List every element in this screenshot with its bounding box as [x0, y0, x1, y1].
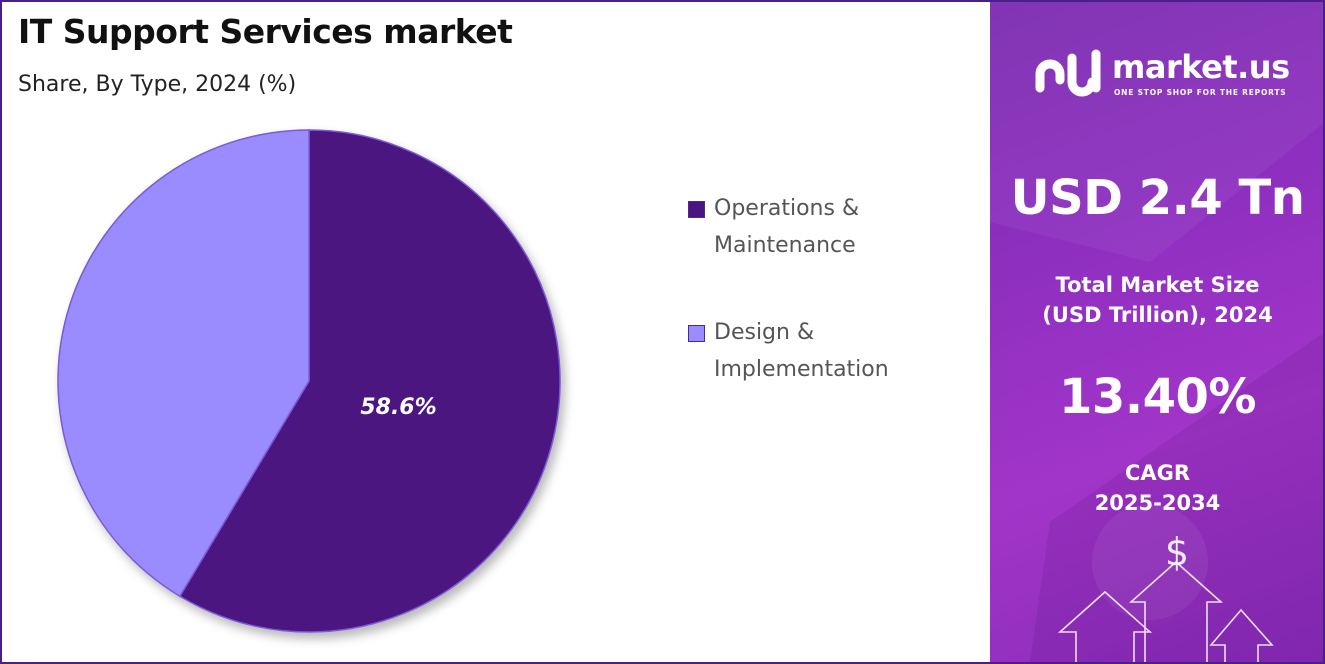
chart-area: IT Support Services market Share, By Typ… [2, 2, 990, 662]
cagr-label-line: CAGR [1124, 461, 1191, 485]
summary-panel: $ market.us ONE STOP SHOP FOR THE REPORT… [990, 2, 1323, 662]
logo-tagline: ONE STOP SHOP FOR THE REPORTS [1114, 88, 1287, 97]
legend-label: Design & Implementation [714, 320, 889, 382]
market-us-logo-icon [1035, 49, 1101, 97]
chart-subtitle: Share, By Type, 2024 (%) [18, 72, 297, 97]
legend-item: Design & Implementation [688, 314, 978, 388]
legend-item: Operations & Maintenance [688, 190, 978, 264]
market-size-label-line: Total Market Size [1055, 273, 1260, 297]
market-size-label: Total Market Size (USD Trillion), 2024 [990, 270, 1323, 330]
cagr-value: 13.40% [1059, 369, 1256, 425]
pie-data-label: 58.6% [360, 395, 436, 420]
pie-slice-operations-maintenance [178, 129, 561, 633]
pie-slice-design-implementation [57, 129, 310, 598]
market-size-value: USD 2.4 Tn [1010, 170, 1305, 226]
market-size-label-line: (USD Trillion), 2024 [1042, 303, 1273, 327]
arrow-up-icon [1057, 560, 1274, 662]
legend-swatch-icon [688, 325, 705, 342]
market-us-logo: market.us ONE STOP SHOP FOR THE REPORTS [1034, 44, 1314, 114]
chart-title: IT Support Services market [18, 12, 513, 51]
pie-chart: 58.6% [57, 129, 561, 633]
cagr-label-line: 2025-2034 [1094, 491, 1221, 515]
chart-legend: Operations & Maintenance Design & Implem… [688, 190, 978, 438]
legend-label: Operations & Maintenance [714, 196, 860, 258]
logo-text: market.us [1112, 48, 1290, 86]
dollar-icon: $ [1165, 530, 1189, 574]
legend-swatch-icon [688, 201, 705, 218]
cagr-label: CAGR 2025-2034 [990, 458, 1323, 518]
